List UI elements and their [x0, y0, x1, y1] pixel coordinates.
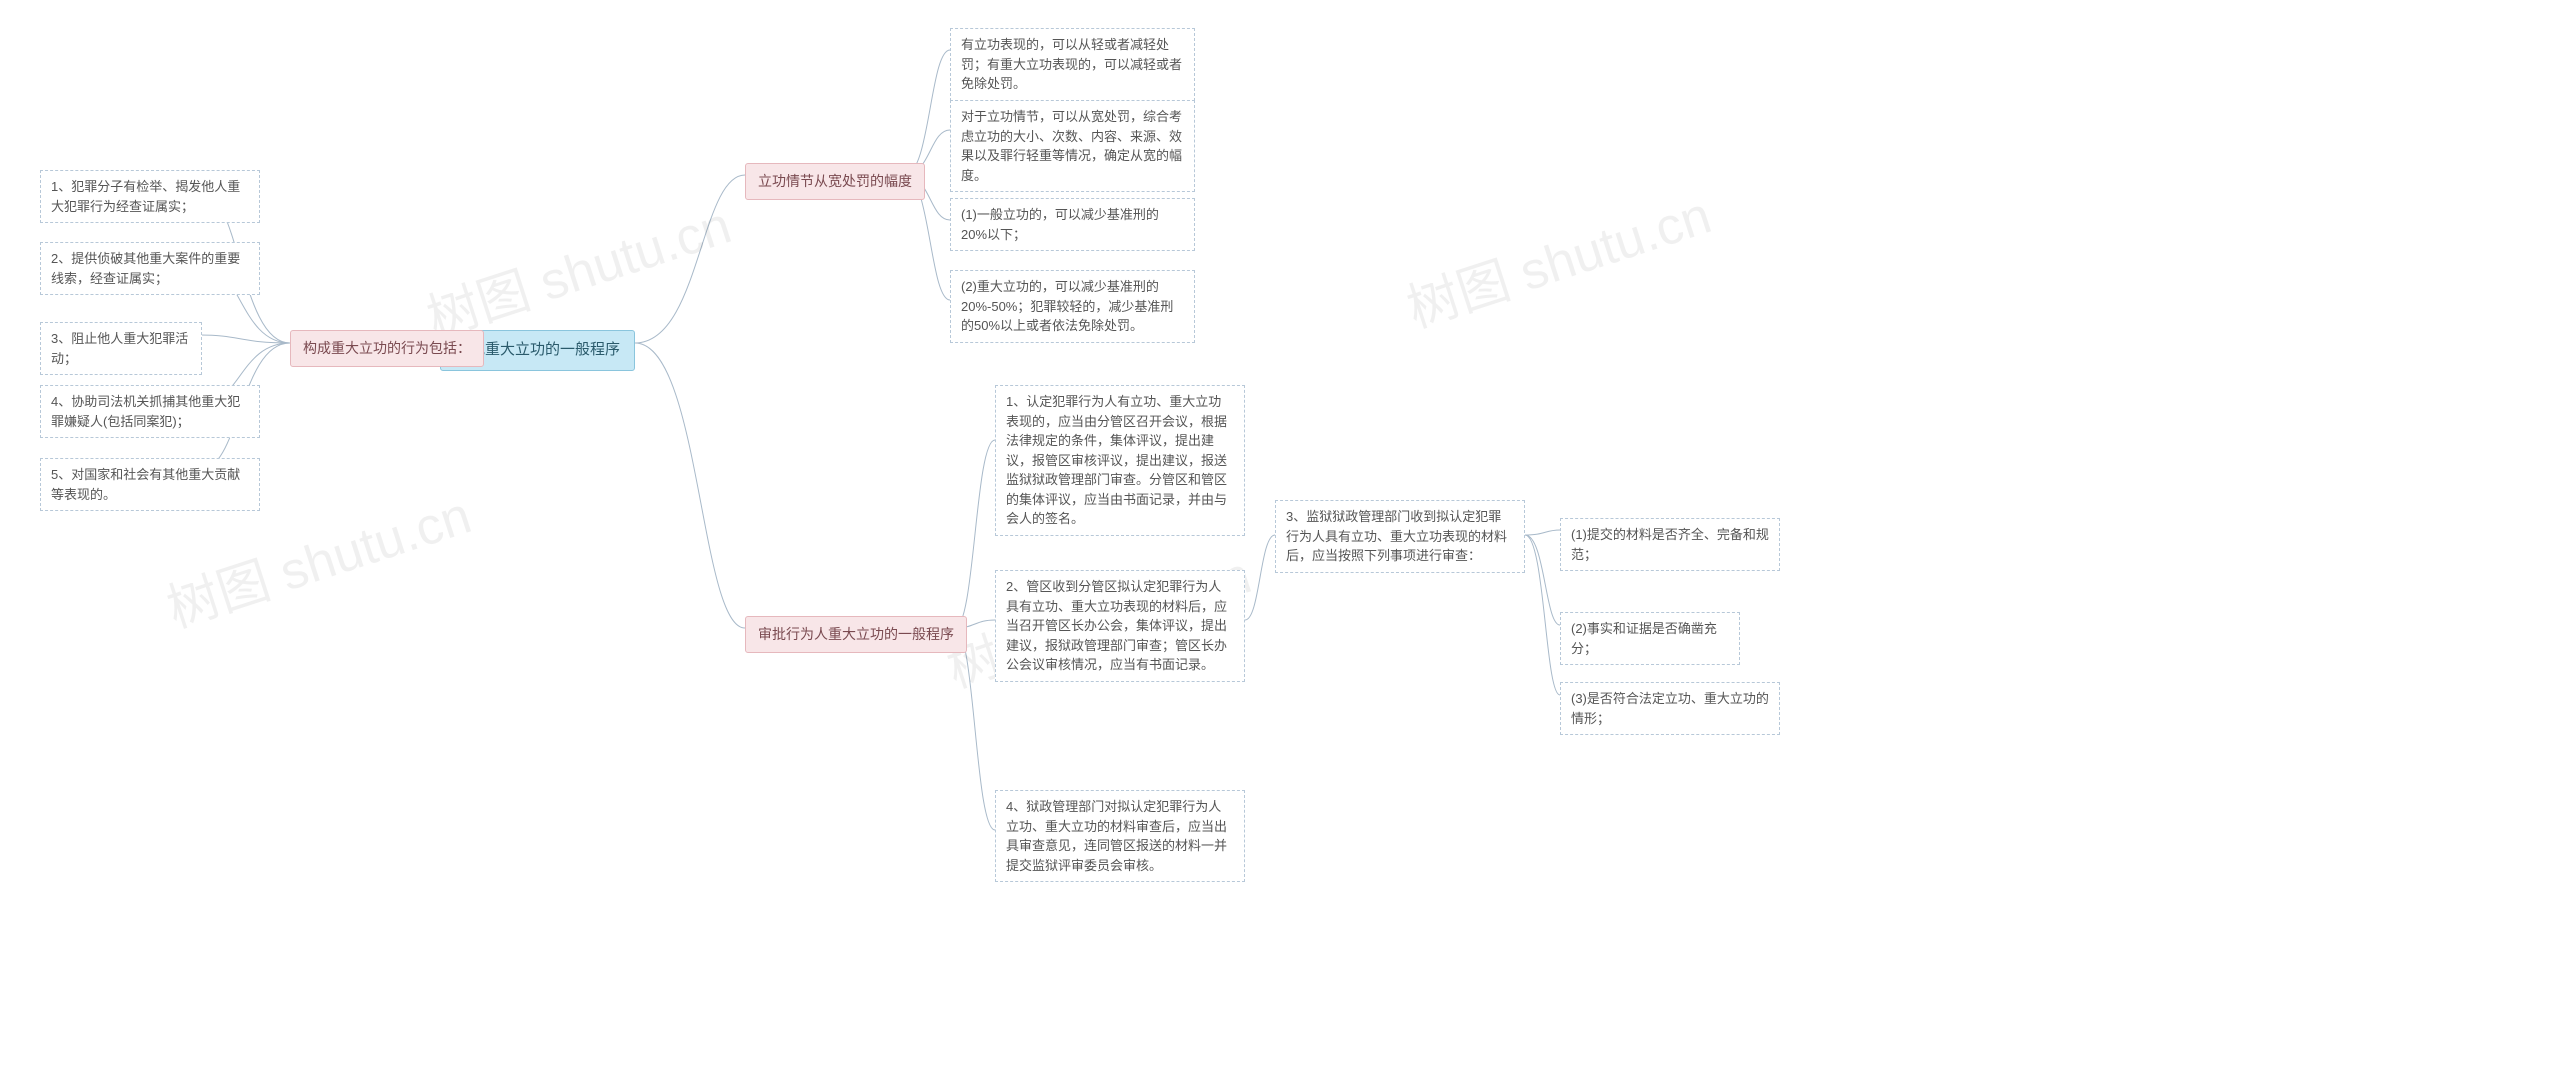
watermark: 树图 shutu.cn: [1396, 173, 1719, 342]
right-b-item[interactable]: 4、狱政管理部门对拟认定犯罪行为人立功、重大立功的材料审查后，应当出具审查意见，…: [995, 790, 1245, 882]
right-b-sub-item[interactable]: (3)是否符合法定立功、重大立功的情形；: [1560, 682, 1780, 735]
right-b-sub-item[interactable]: (2)事实和证据是否确凿充分；: [1560, 612, 1740, 665]
right-a-item[interactable]: 有立功表现的，可以从轻或者减轻处罚；有重大立功表现的，可以减轻或者免除处罚。: [950, 28, 1195, 101]
right-b-sub-item[interactable]: (1)提交的材料是否齐全、完备和规范；: [1560, 518, 1780, 571]
right-a-item[interactable]: 对于立功情节，可以从宽处罚，综合考虑立功的大小、次数、内容、来源、效果以及罪行轻…: [950, 100, 1195, 192]
left-category[interactable]: 构成重大立功的行为包括：: [290, 330, 484, 367]
right-category-b[interactable]: 审批行为人重大立功的一般程序: [745, 616, 967, 653]
right-category-a[interactable]: 立功情节从宽处罚的幅度: [745, 163, 925, 200]
left-item[interactable]: 2、提供侦破其他重大案件的重要线索，经查证属实；: [40, 242, 260, 295]
right-b-item[interactable]: 1、认定犯罪行为人有立功、重大立功表现的，应当由分管区召开会议，根据法律规定的条…: [995, 385, 1245, 536]
left-item[interactable]: 4、协助司法机关抓捕其他重大犯罪嫌疑人(包括同案犯)；: [40, 385, 260, 438]
left-item[interactable]: 1、犯罪分子有检举、揭发他人重大犯罪行为经查证属实；: [40, 170, 260, 223]
right-b-item[interactable]: 2、管区收到分管区拟认定犯罪行为人具有立功、重大立功表现的材料后，应当召开管区长…: [995, 570, 1245, 682]
left-item[interactable]: 3、阻止他人重大犯罪活动；: [40, 322, 202, 375]
right-a-item[interactable]: (1)一般立功的，可以减少基准刑的20%以下；: [950, 198, 1195, 251]
watermark: 树图 shutu.cn: [416, 183, 739, 352]
right-a-item[interactable]: (2)重大立功的，可以减少基准刑的20%-50%；犯罪较轻的，减少基准刑的50%…: [950, 270, 1195, 343]
right-b-sub-header[interactable]: 3、监狱狱政管理部门收到拟认定犯罪行为人具有立功、重大立功表现的材料后，应当按照…: [1275, 500, 1525, 573]
left-item[interactable]: 5、对国家和社会有其他重大贡献等表现的。: [40, 458, 260, 511]
